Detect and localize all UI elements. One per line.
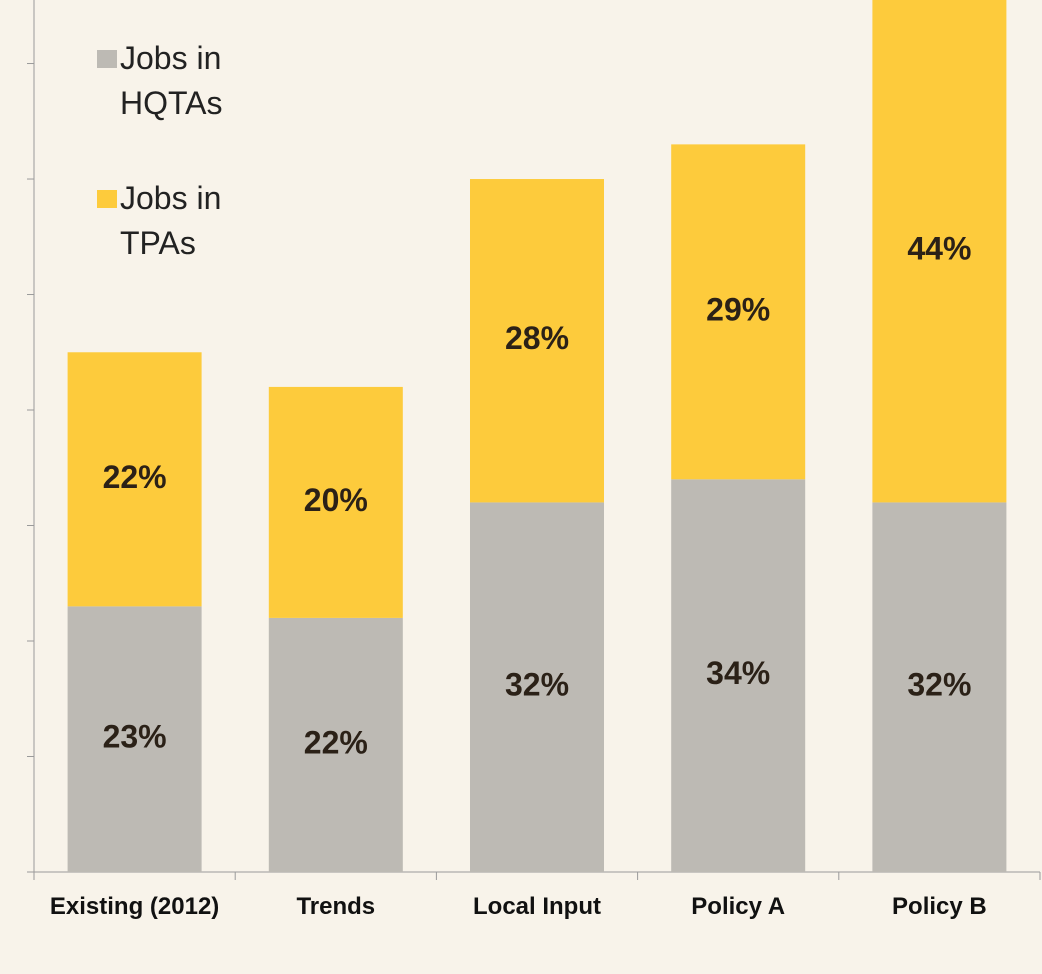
bar-segment xyxy=(268,386,403,618)
bar-segment xyxy=(67,606,202,872)
bar-segment xyxy=(671,144,806,480)
data-label: 22% xyxy=(304,724,368,760)
bars xyxy=(67,0,1007,872)
legend-label: Jobs in TPAs xyxy=(120,180,222,261)
bar-segment xyxy=(872,502,1007,872)
bar-segment xyxy=(268,617,403,872)
x-tick-label: Policy A xyxy=(691,893,786,920)
bar-segment xyxy=(470,502,604,872)
bar-segment xyxy=(470,179,604,503)
legend-label: Jobs in HQTAs xyxy=(120,40,223,121)
x-tick-label: Local Input xyxy=(473,893,601,920)
bar-segment xyxy=(671,479,806,872)
legend-swatch xyxy=(97,190,117,208)
data-label: 20% xyxy=(304,482,368,518)
data-label: 23% xyxy=(103,719,167,755)
bar-segment xyxy=(67,352,202,607)
data-label: 29% xyxy=(706,291,770,327)
data-label: 34% xyxy=(706,655,770,691)
data-label: 44% xyxy=(907,231,971,267)
legend-swatch xyxy=(97,50,117,68)
data-label: 32% xyxy=(907,667,971,703)
data-label: 22% xyxy=(103,459,167,495)
x-tick-label: Trends xyxy=(296,893,376,920)
data-label: 32% xyxy=(505,667,569,703)
x-tick-label: Policy B xyxy=(892,893,987,920)
data-label: 28% xyxy=(505,320,569,356)
x-tick-label: Existing (2012) xyxy=(49,893,220,920)
bar-segment xyxy=(872,0,1007,503)
